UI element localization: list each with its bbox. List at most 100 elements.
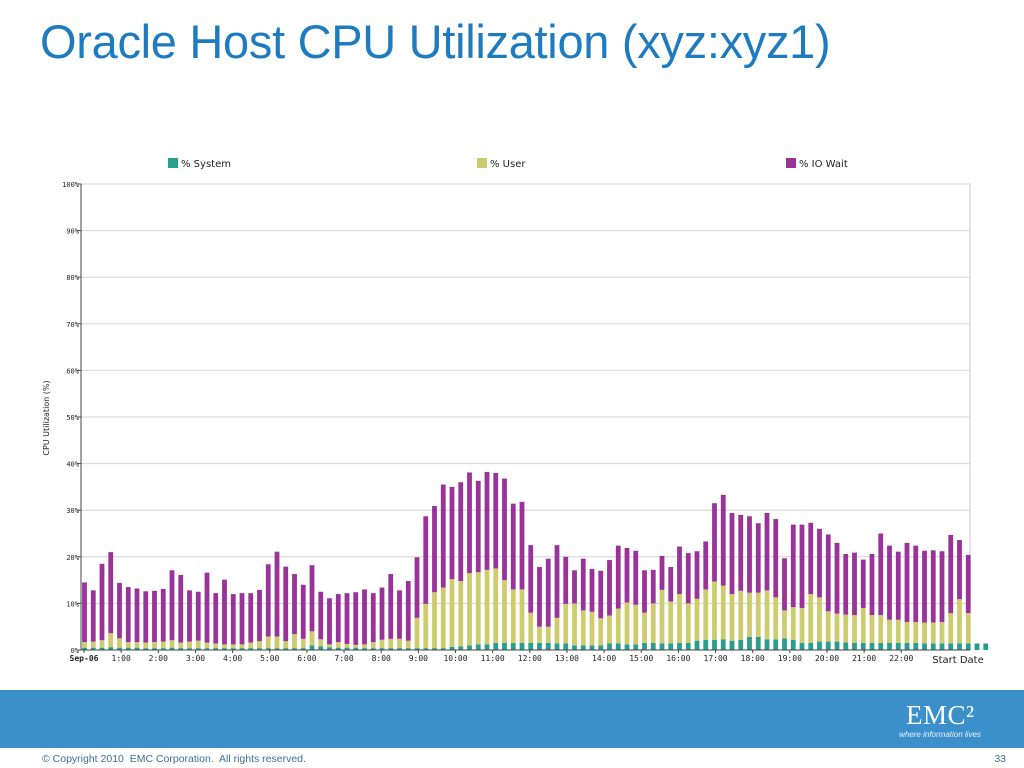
x-axis-label: Start Date	[932, 655, 984, 666]
bar-segment-system	[624, 644, 630, 650]
bar-segment-io-wait	[703, 541, 709, 590]
bar-segment-io-wait	[370, 593, 376, 643]
bar-segment-user	[362, 644, 367, 649]
bar-segment-system	[108, 647, 114, 650]
bar-segment-system	[125, 647, 131, 650]
bar-segment-user	[747, 592, 752, 637]
bar-segment-io-wait	[265, 564, 271, 637]
bar-segment-system	[160, 648, 166, 650]
bar-segment-user	[519, 589, 525, 644]
bar-segment-user	[502, 580, 507, 644]
bar-segment-io-wait	[843, 554, 849, 615]
x-tick-label: 5:00	[260, 654, 279, 663]
bar-segment-system	[292, 648, 297, 650]
x-tick-label: 3:00	[186, 654, 205, 663]
bar-segment-io-wait	[125, 587, 131, 643]
bar-segment-system	[423, 648, 429, 650]
bar-segment-system	[764, 639, 770, 650]
bar-segment-system	[388, 648, 394, 650]
bar-segment-io-wait	[659, 555, 665, 590]
bar-segment-system	[467, 645, 472, 650]
y-axis-label: CPU Utilization (%)	[42, 380, 51, 455]
x-tick-label: 19:00	[778, 654, 802, 663]
bar-segment-system	[965, 643, 971, 650]
bar-segment-io-wait	[782, 558, 787, 611]
footer-band	[0, 690, 1024, 748]
bar-segment-io-wait	[747, 516, 752, 593]
bar-segment-user	[195, 640, 201, 649]
bar-segment-user	[510, 589, 516, 644]
bar-segment-system	[239, 648, 245, 650]
bar-segment-system	[607, 643, 612, 650]
bar-segment-io-wait	[817, 528, 822, 598]
legend-label: % IO Wait	[799, 159, 848, 170]
bar-segment-system	[677, 643, 682, 650]
bar-segment-io-wait	[965, 554, 971, 614]
bar-segment-system	[974, 643, 980, 650]
bar-segment-system	[230, 648, 236, 650]
y-tick-label: 0%	[71, 647, 80, 655]
bar-segment-system	[930, 643, 936, 650]
bar-segment-io-wait	[502, 478, 507, 581]
bar-segment-user	[808, 594, 814, 644]
bar-segment-system	[143, 648, 149, 650]
legend-label: % System	[181, 159, 231, 170]
bar-segment-io-wait	[318, 591, 324, 640]
bar-segment-user	[712, 581, 717, 640]
bar-segment-system	[414, 648, 420, 650]
chart-legend: % System % User % IO Wait	[168, 158, 848, 170]
bar-segment-io-wait	[257, 589, 262, 642]
y-tick-label: 50%	[66, 414, 79, 422]
bar-segment-user	[169, 640, 175, 648]
bar-segment-user	[817, 597, 822, 642]
bar-segment-system	[825, 641, 831, 650]
bar-segment-io-wait	[90, 590, 96, 642]
bar-segment-system	[572, 645, 577, 650]
bar-segment-io-wait	[677, 546, 682, 595]
bar-segment-system	[379, 648, 385, 650]
bar-segment-io-wait	[624, 547, 630, 603]
bar-segment-user	[572, 603, 577, 646]
legend-swatch	[786, 158, 796, 168]
bar-segment-io-wait	[117, 582, 122, 639]
bar-segment-user	[825, 611, 831, 642]
bar-segment-user	[449, 579, 455, 647]
bar-segment-user	[615, 608, 621, 644]
bar-segment-user	[493, 568, 499, 644]
bar-segment-user	[344, 643, 350, 648]
bar-segment-user	[589, 611, 595, 646]
bar-segment-system	[362, 648, 367, 650]
bar-segment-user	[729, 594, 735, 641]
x-tick-label: 7:00	[334, 654, 353, 663]
bar-segment-io-wait	[423, 516, 429, 604]
y-tick-label: 10%	[66, 600, 79, 608]
x-tick-label: 20:00	[815, 654, 839, 663]
bar-segment-user	[720, 585, 726, 640]
bar-segment-system	[729, 640, 735, 650]
bar-segment-system	[502, 643, 507, 650]
bar-segment-system	[773, 639, 779, 650]
bar-segment-system	[913, 643, 919, 650]
emc-logo: EMC² where information lives	[893, 700, 987, 740]
bar-segment-io-wait	[738, 514, 744, 591]
bar-segment-system	[82, 647, 87, 650]
bar-segment-user	[948, 613, 954, 644]
x-tick-label: 1:00	[112, 654, 131, 663]
bar-segment-user	[423, 603, 429, 649]
bar-segment-io-wait	[362, 589, 367, 645]
bar-segment-user	[108, 633, 114, 648]
bar-segment-system	[222, 648, 227, 650]
bar-segment-system	[895, 643, 901, 650]
bar-segment-io-wait	[598, 570, 604, 619]
bar-segment-system	[887, 643, 892, 650]
bar-segment-io-wait	[895, 551, 901, 620]
bar-segment-system	[204, 648, 210, 650]
bar-segment-system	[615, 643, 621, 650]
x-tick-label: 10:00	[443, 654, 467, 663]
bar-segment-system	[563, 643, 569, 650]
bar-segment-io-wait	[222, 579, 227, 645]
bar-segment-io-wait	[414, 557, 420, 618]
bar-segment-io-wait	[467, 472, 472, 574]
x-tick-label: 18:00	[741, 654, 765, 663]
bar-segment-user	[475, 572, 481, 645]
